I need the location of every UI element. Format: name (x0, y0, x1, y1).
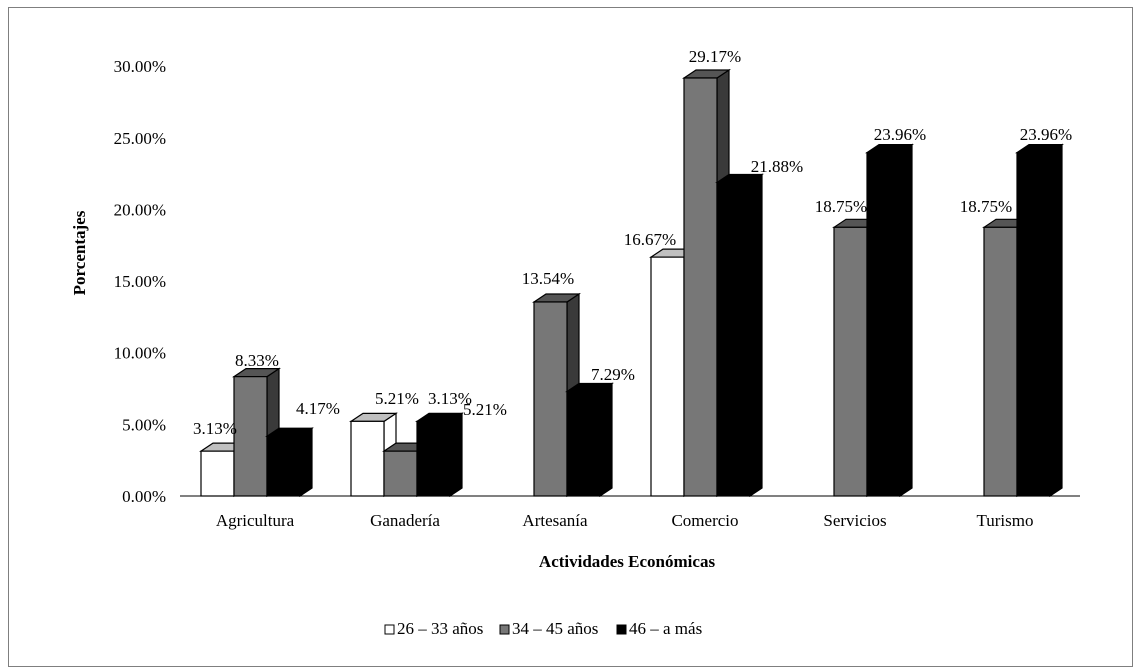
bar-front (1016, 152, 1051, 497)
x-tick-label: Artesanía (522, 511, 588, 530)
bar-front (683, 77, 718, 497)
bar-side (299, 427, 313, 498)
x-axis-title: Actividades Económicas (539, 552, 716, 571)
data-label: 3.13% (193, 419, 237, 438)
data-label: 4.17% (296, 399, 340, 418)
legend-swatch (499, 624, 510, 635)
y-tick-label: 20.00% (114, 200, 166, 219)
bar-front (716, 181, 751, 497)
bar-front (650, 256, 685, 497)
y-tick-label: 10.00% (114, 344, 166, 363)
bar-side (749, 173, 763, 498)
data-label: 18.75% (960, 197, 1012, 216)
y-tick-label: 15.00% (114, 272, 166, 291)
x-tick-label: Agricultura (216, 511, 295, 530)
x-tick-label: Ganadería (370, 511, 440, 530)
y-tick-label: 0.00% (122, 487, 166, 506)
y-tick-label: 5.00% (122, 415, 166, 434)
data-label: 3.13% (428, 389, 472, 408)
y-tick-label: 30.00% (114, 57, 166, 76)
data-label: 21.88% (751, 157, 803, 176)
legend-swatch (384, 624, 395, 635)
data-label: 29.17% (689, 47, 741, 66)
legend-label: 46 – a más (629, 619, 702, 638)
data-label: 23.96% (1020, 125, 1072, 144)
legend: 26 – 33 años 34 – 45 años 46 – a más (384, 619, 702, 638)
data-label: 23.96% (874, 125, 926, 144)
bar-side (899, 143, 913, 498)
x-tick-label: Turismo (976, 511, 1033, 530)
bar (1015, 143, 1064, 498)
bar-front (566, 390, 601, 497)
y-tick-label: 25.00% (114, 129, 166, 148)
bar-front (233, 376, 268, 497)
data-label: 18.75% (815, 197, 867, 216)
data-label: 13.54% (522, 269, 574, 288)
bar (265, 427, 314, 498)
bar (415, 412, 464, 498)
bar-front (266, 435, 301, 497)
legend-label: 26 – 33 años (397, 619, 483, 638)
bar (715, 173, 764, 498)
bar-front (350, 420, 385, 497)
chart: 0.00% 5.00% 10.00% 15.00% 20.00% 25.00% 30.00%… (70, 47, 1080, 638)
legend-label: 34 – 45 años (512, 619, 598, 638)
bar-front (383, 450, 418, 497)
bar-front (983, 226, 1018, 497)
data-label: 5.21% (375, 389, 419, 408)
bar (865, 143, 914, 498)
bar (565, 382, 614, 498)
bar-side (1049, 143, 1063, 498)
data-label: 16.67% (624, 230, 676, 249)
data-label: 5.21% (463, 400, 507, 419)
legend-swatch (616, 624, 627, 635)
bar-side (449, 412, 463, 498)
data-label: 7.29% (591, 365, 635, 384)
x-tick-label: Servicios (823, 511, 886, 530)
data-label: 8.33% (235, 351, 279, 370)
bar-front (200, 450, 235, 497)
bar-front (833, 226, 868, 497)
bar-front (533, 301, 568, 497)
bar-front (416, 420, 451, 497)
bar-front (866, 152, 901, 497)
x-tick-label: Comercio (671, 511, 738, 530)
bar-side (599, 382, 613, 498)
chart-frame: 0.00% 5.00% 10.00% 15.00% 20.00% 25.00% 30.00%… (8, 7, 1133, 667)
y-axis-title: Porcentajes (70, 210, 89, 295)
